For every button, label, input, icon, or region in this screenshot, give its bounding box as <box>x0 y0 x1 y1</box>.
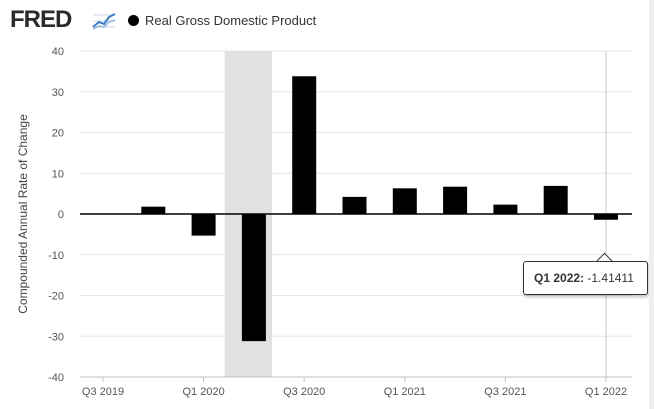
bar-q3-2020 <box>292 76 317 214</box>
x-tick-label: Q3 2019 <box>82 386 124 398</box>
x-tick-label: Q3 2020 <box>283 386 325 398</box>
y-axis-title: Compounded Annual Rate of Change <box>16 114 30 314</box>
bar-q4-2021 <box>543 185 568 214</box>
y-tick-label: -10 <box>48 250 64 262</box>
x-tick-label: Q3 2021 <box>484 386 526 398</box>
x-tick-label: Q1 2021 <box>384 386 426 398</box>
bars <box>141 76 618 342</box>
x-tick-label: Q1 2020 <box>182 386 224 398</box>
y-tick-label: 10 <box>52 168 64 180</box>
fred-logo[interactable]: FRED <box>10 6 72 33</box>
y-tick-label: 30 <box>52 87 64 99</box>
y-tick-label: 40 <box>52 46 64 58</box>
bar-q2-2020 <box>241 214 266 342</box>
y-tick-label: 0 <box>58 209 64 221</box>
x-tick-label: Q1 2022 <box>585 386 627 398</box>
chart-header: FRED Real Gross Domestic Product <box>0 0 654 40</box>
line-chart-icon <box>91 11 117 31</box>
legend-label: Real Gross Domestic Product <box>145 13 317 28</box>
bar-q1-2022 <box>594 214 618 220</box>
value-tooltip: Q1 2022: -1.41411 <box>523 261 648 295</box>
tick-labels: 40 30 20 10 0 -10 -20 -30 -40 Q3 2019 Q1 2020 Q3 20… <box>48 46 627 398</box>
bar-q1-2020 <box>191 214 216 236</box>
y-tick-label: -40 <box>48 372 64 384</box>
bar-q3-2021 <box>493 204 518 214</box>
axes <box>80 213 632 382</box>
bar-q1-2021 <box>392 188 417 214</box>
bar-q4-2019 <box>141 206 166 214</box>
y-tick-label: -30 <box>48 331 64 343</box>
tooltip-label: Q1 2022: <box>534 271 585 285</box>
bar-q4-2020 <box>342 196 367 214</box>
bar-q2-2021 <box>443 186 468 214</box>
window-edge <box>649 0 654 409</box>
y-tick-label: 20 <box>52 128 64 140</box>
legend-marker <box>128 15 139 26</box>
tooltip-value: -1.41411 <box>587 271 634 285</box>
y-tick-label: -20 <box>48 291 64 303</box>
